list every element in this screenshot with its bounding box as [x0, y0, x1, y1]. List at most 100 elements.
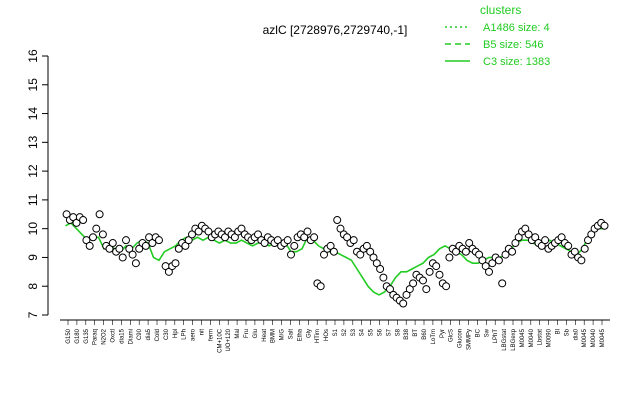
- data-point: [171, 259, 180, 268]
- x-tick-label: aero: [191, 328, 197, 341]
- y-tick-label: 13: [26, 135, 40, 149]
- x-tick-label: Gly: [306, 329, 312, 338]
- x-tick-label: HOs: [324, 329, 330, 341]
- data-point: [541, 236, 550, 245]
- x-tick-label: C30: [164, 328, 170, 340]
- data-point: [329, 247, 338, 256]
- x-ticks: G150 G180 G135 Paraq N2O2 Oxctl dia15 Diami C90 d…: [66, 320, 606, 353]
- y-ticks: 7 8 9 10 11 12 13 14 15 16: [26, 49, 48, 318]
- x-tick-label: M/G: [280, 329, 286, 341]
- x-tick-label: M0040: [529, 328, 535, 347]
- y-tick-label: 11: [26, 193, 40, 206]
- data-point: [290, 241, 299, 250]
- data-point: [600, 221, 609, 230]
- x-tick-label: LPh: [182, 329, 188, 340]
- data-point: [419, 276, 427, 285]
- x-tick-label: LPhT: [493, 329, 499, 344]
- x-tick-label: Salt: [289, 329, 295, 340]
- data-point: [333, 216, 342, 225]
- x-tick-label: M0090: [547, 328, 553, 347]
- x-tick-label: GlcS: [449, 329, 455, 342]
- x-tick-label: LBGexp: [511, 328, 517, 350]
- data-point: [118, 253, 127, 262]
- data-point: [95, 210, 104, 219]
- x-tick-label: dia15: [119, 328, 125, 343]
- x-tick-label: M0045: [520, 328, 526, 347]
- x-tick-label: UO+120: [226, 328, 232, 351]
- data-point: [115, 244, 124, 253]
- x-tick-label: Bl: [556, 329, 562, 334]
- data-point: [379, 273, 388, 282]
- data-point: [303, 227, 312, 236]
- x-tick-label: Diami: [128, 329, 134, 344]
- x-tick-label: G135: [84, 328, 90, 343]
- data-point: [283, 236, 292, 245]
- x-tick-label: S6: [378, 328, 384, 336]
- x-tick-label: G150: [66, 328, 72, 343]
- x-tick-label: S2: [342, 328, 348, 336]
- x-tick-label: Paraq: [93, 329, 99, 345]
- x-tick-label: M0040: [591, 328, 597, 347]
- data-point: [435, 270, 444, 279]
- data-point: [422, 285, 431, 294]
- data-point: [108, 239, 117, 248]
- data-point: [310, 233, 319, 242]
- x-tick-label: Etha: [297, 328, 303, 341]
- legend: clusters A1486 size: 4 B5 size: 546 C3 size…: [445, 3, 550, 68]
- legend-entry-label: B5 size: 546: [483, 39, 544, 51]
- y-tick-label: 15: [26, 78, 40, 92]
- x-tick-label: BMM: [271, 329, 277, 343]
- data-point: [485, 267, 493, 276]
- markers-layer: [62, 210, 609, 308]
- x-tick-label: Heat: [262, 329, 268, 342]
- x-tick-label: SMMPy: [467, 329, 473, 350]
- data-point: [425, 267, 434, 276]
- x-tick-label: ferm: [208, 329, 214, 341]
- data-point: [128, 250, 137, 259]
- x-tick-label: dia0: [573, 328, 579, 340]
- x-tick-label: BT: [413, 329, 419, 337]
- x-tick-label: M0045: [582, 328, 588, 347]
- x-tick-label: Glu: [253, 329, 259, 338]
- data-point: [577, 256, 586, 265]
- y-tick-label: 12: [26, 164, 40, 178]
- x-tick-label: S1: [333, 328, 339, 336]
- data-point: [131, 259, 140, 268]
- x-tick-label: G180: [75, 328, 81, 343]
- data-point: [141, 241, 150, 250]
- x-tick-label: N2O2: [102, 328, 108, 344]
- x-tick-label: Sb: [564, 328, 570, 336]
- legend-entry-label: A1486 size: 4: [483, 22, 550, 34]
- x-tick-label: B38: [404, 328, 410, 339]
- data-point: [409, 279, 418, 288]
- x-tick-label: Cold: [155, 329, 161, 341]
- x-tick-label: Lbstat: [538, 329, 544, 346]
- data-point: [92, 224, 101, 233]
- y-tick-label: 8: [26, 283, 40, 290]
- x-tick-label: Oxctl: [111, 329, 117, 343]
- x-tick-label: LBGstat: [502, 329, 508, 351]
- data-point: [564, 241, 573, 250]
- x-tick-label: Pyr: [440, 329, 446, 338]
- x-tick-label: Fru: [244, 329, 250, 338]
- axes: [47, 56, 610, 321]
- data-point: [580, 244, 589, 253]
- data-point: [79, 216, 88, 225]
- x-tick-label: C90: [137, 328, 143, 340]
- data-point: [376, 264, 385, 273]
- y-tick-label: 9: [26, 254, 40, 261]
- data-point: [85, 241, 94, 250]
- data-point: [498, 279, 507, 288]
- data-point: [316, 282, 325, 291]
- x-tick-label: BC: [475, 328, 481, 337]
- x-tick-label: nit: [200, 329, 206, 336]
- x-tick-label: M0045: [600, 328, 606, 347]
- y-tick-label: 7: [26, 311, 40, 318]
- legend-entry-label: C3 size: 1383: [483, 56, 550, 68]
- data-point: [461, 247, 470, 256]
- x-tick-label: B60: [422, 328, 428, 339]
- data-point: [494, 256, 503, 265]
- data-point: [89, 233, 97, 242]
- x-tick-label: HTim: [315, 329, 321, 343]
